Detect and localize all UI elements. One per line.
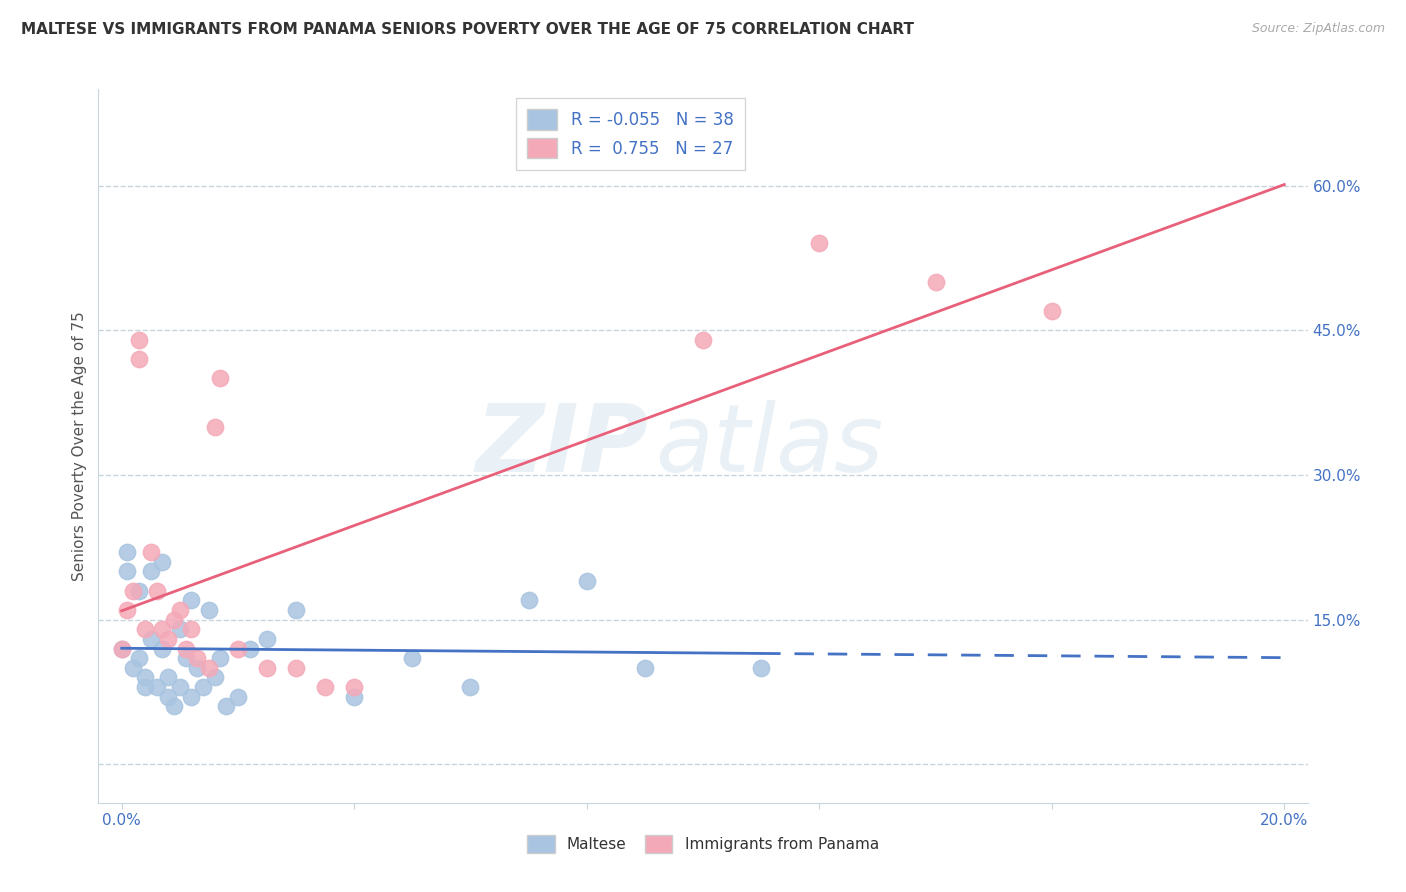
Point xyxy=(401,651,423,665)
Text: MALTESE VS IMMIGRANTS FROM PANAMA SENIORS POVERTY OVER THE AGE OF 75 CORRELATION: MALTESE VS IMMIGRANTS FROM PANAMA SENIOR… xyxy=(21,22,914,37)
Legend: Maltese, Immigrants from Panama: Maltese, Immigrants from Panama xyxy=(522,829,884,859)
Point xyxy=(285,661,308,675)
Point xyxy=(134,622,156,636)
Point xyxy=(145,680,167,694)
Point xyxy=(139,632,162,646)
Point xyxy=(256,632,278,646)
Point xyxy=(180,622,202,636)
Point xyxy=(204,670,226,684)
Point xyxy=(174,651,197,665)
Point xyxy=(157,690,180,704)
Point xyxy=(145,583,167,598)
Point xyxy=(111,641,134,656)
Point xyxy=(169,622,191,636)
Point xyxy=(128,583,150,598)
Point xyxy=(180,593,202,607)
Point xyxy=(163,699,186,714)
Point xyxy=(139,545,162,559)
Point xyxy=(226,690,249,704)
Point xyxy=(204,419,226,434)
Point xyxy=(209,651,232,665)
Text: atlas: atlas xyxy=(655,401,883,491)
Point xyxy=(575,574,598,588)
Point xyxy=(150,622,173,636)
Point xyxy=(191,680,214,694)
Point xyxy=(285,603,308,617)
Text: Source: ZipAtlas.com: Source: ZipAtlas.com xyxy=(1251,22,1385,36)
Point xyxy=(186,651,208,665)
Point xyxy=(128,352,150,367)
Point xyxy=(517,593,540,607)
Point xyxy=(209,371,232,385)
Point xyxy=(157,632,180,646)
Point xyxy=(634,661,657,675)
Point xyxy=(180,690,202,704)
Point xyxy=(1040,304,1063,318)
Point xyxy=(692,333,714,347)
Point xyxy=(460,680,482,694)
Point xyxy=(128,651,150,665)
Point xyxy=(150,641,173,656)
Point xyxy=(111,641,134,656)
Point xyxy=(157,670,180,684)
Point xyxy=(122,661,145,675)
Point xyxy=(139,565,162,579)
Point xyxy=(169,603,191,617)
Point xyxy=(343,690,366,704)
Text: ZIP: ZIP xyxy=(475,400,648,492)
Point xyxy=(924,275,946,289)
Point xyxy=(186,661,208,675)
Point xyxy=(343,680,366,694)
Point xyxy=(808,236,831,251)
Point xyxy=(150,555,173,569)
Point xyxy=(128,333,150,347)
Point xyxy=(215,699,238,714)
Point xyxy=(163,613,186,627)
Point xyxy=(749,661,772,675)
Point xyxy=(117,545,139,559)
Point xyxy=(226,641,249,656)
Point xyxy=(256,661,278,675)
Point xyxy=(169,680,191,694)
Point xyxy=(239,641,262,656)
Point xyxy=(198,603,221,617)
Point xyxy=(134,680,156,694)
Point xyxy=(134,670,156,684)
Point xyxy=(174,641,197,656)
Point xyxy=(122,583,145,598)
Y-axis label: Seniors Poverty Over the Age of 75: Seniors Poverty Over the Age of 75 xyxy=(72,311,87,581)
Point xyxy=(117,565,139,579)
Point xyxy=(198,661,221,675)
Point xyxy=(117,603,139,617)
Point xyxy=(314,680,336,694)
